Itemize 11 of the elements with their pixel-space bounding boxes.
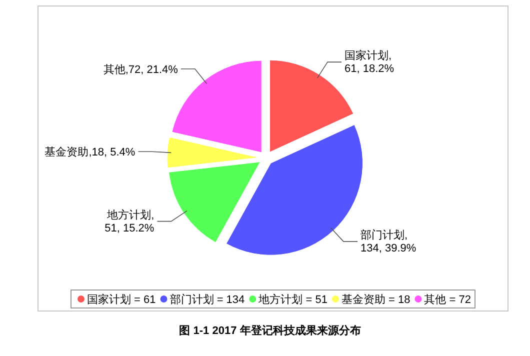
legend-label: 其他 = 72 (424, 293, 472, 306)
data-label: 其他,72, 21.4% (103, 62, 178, 76)
data-label: 地方计划, 51, 15.2% (104, 208, 154, 234)
legend-label: 部门计划 = 134 (170, 293, 245, 306)
caption: 图 1-1 2017 年登记科技成果来源分布 (179, 324, 361, 337)
data-label: 国家计划, 61, 18.2% (344, 49, 394, 76)
legend-label: 基金资助 = 18 (341, 293, 410, 306)
data-label: 部门计划, 134, 39.9% (360, 228, 416, 255)
data-label: 基金资助,18, 5.4% (44, 146, 136, 159)
legend-label: 地方计划 = 51 (258, 293, 328, 306)
legend-label: 国家计划 = 61 (86, 293, 156, 306)
